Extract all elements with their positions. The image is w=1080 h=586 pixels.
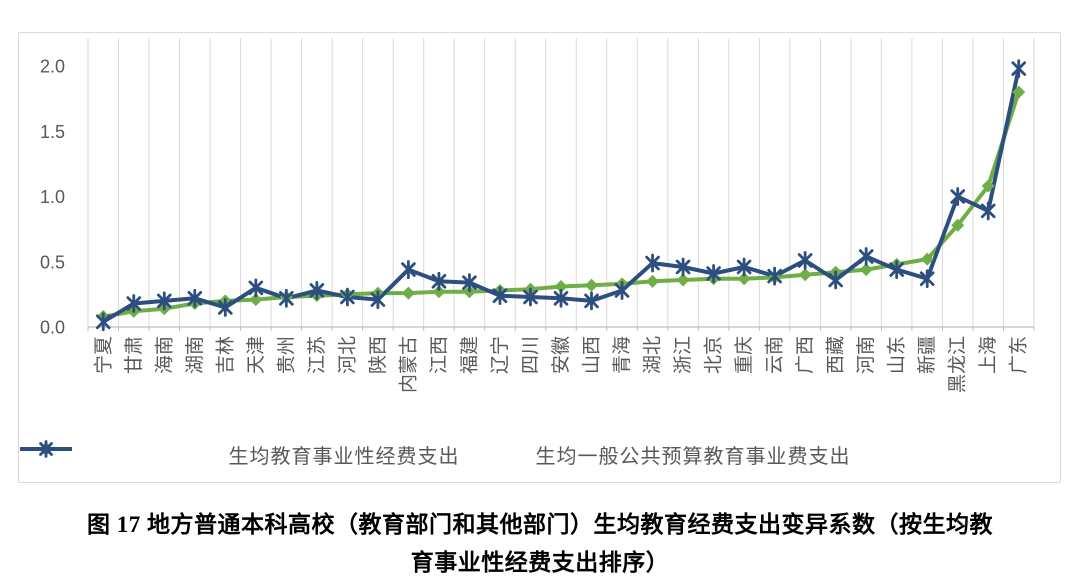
- x-category-label: 辽宁: [489, 336, 511, 374]
- x-category-label: 陕西: [367, 336, 389, 374]
- series-marker: [492, 288, 508, 304]
- y-tick-label: 1.5: [40, 122, 65, 142]
- x-category-label: 河南: [855, 336, 877, 374]
- series-marker: [340, 289, 355, 305]
- series-marker: [614, 283, 630, 298]
- series-marker: [858, 249, 874, 264]
- x-category-label: 黑龙江: [947, 336, 969, 393]
- x-category-label: 山东: [886, 336, 908, 374]
- series-marker: [279, 290, 294, 306]
- figure-caption: 图 17 地方普通本科高校（教育部门和其他部门）生均教育经费支出变异系数（按生均…: [0, 506, 1080, 582]
- series-marker: [462, 275, 477, 290]
- series-marker: [370, 292, 386, 307]
- x-category-label: 新疆: [916, 336, 938, 374]
- series-marker: [432, 285, 446, 299]
- chart-legend: 生均教育事业性经费支出 生均一般公共预算教育事业费支出: [19, 440, 1060, 469]
- series-marker: [859, 263, 873, 277]
- legend-label: 生均一般公共预算教育事业费支出: [535, 446, 851, 468]
- series-marker: [920, 252, 934, 266]
- series-marker: [951, 218, 965, 232]
- series-marker: [309, 283, 325, 298]
- series-marker: [980, 203, 996, 219]
- x-category-label: 青海: [611, 336, 633, 374]
- series-marker: [646, 274, 660, 288]
- figure-chart-box: 0.0 0.5 1.0 1.5 2.0 宁夏 甘肃 海南 湖南 吉林 天津 贵州 江苏 河北 陕西 内蒙古 江西…: [18, 32, 1061, 483]
- x-category-label: 海南: [153, 336, 175, 374]
- x-category-label: 四川: [520, 336, 541, 374]
- x-category-label: 山西: [581, 336, 603, 374]
- series-marker: [187, 290, 203, 306]
- figure-caption-line1: 图 17 地方普通本科高校（教育部门和其他部门）生均教育经费支出变异系数（按生均…: [87, 512, 993, 537]
- x-category-label: 甘肃: [123, 336, 145, 374]
- x-category-label: 贵州: [275, 336, 297, 374]
- series-marker: [1011, 61, 1027, 76]
- x-category-label: 云南: [764, 336, 786, 374]
- series-marker: [523, 289, 538, 305]
- series-marker: [584, 293, 599, 309]
- x-category-label: 湖北: [642, 336, 664, 374]
- series-marker: [645, 255, 660, 271]
- series-marker: [736, 259, 752, 275]
- series-marker: [706, 266, 721, 281]
- legend-item-green-series: 生均教育事业性经费支出: [20, 440, 460, 469]
- legend-label: 生均教育事业性经费支出: [228, 446, 460, 468]
- series-marker: [249, 293, 263, 307]
- series-marker: [585, 278, 599, 292]
- x-category-label: 宁夏: [92, 336, 114, 374]
- x-category-label: 福建: [458, 336, 480, 374]
- series-marker: [767, 268, 782, 284]
- figure-caption-line2: 育事业性经费支出排序）: [410, 550, 670, 575]
- x-category-label: 天津: [245, 336, 267, 374]
- x-category-label: 西藏: [825, 336, 847, 374]
- series-marker: [553, 290, 569, 306]
- x-category-label: 湖南: [184, 336, 206, 374]
- series-marker: [156, 293, 172, 309]
- series-marker: [554, 280, 568, 294]
- series-marker: [797, 253, 813, 268]
- series-marker: [401, 262, 416, 277]
- series-marker: [95, 314, 111, 330]
- x-category-label: 内蒙古: [397, 336, 419, 393]
- series-marker: [828, 272, 843, 288]
- y-tick-label: 0.0: [40, 318, 65, 338]
- x-category-label: 浙江: [672, 336, 694, 374]
- series-marker: [919, 271, 935, 287]
- series-marker: [675, 259, 691, 275]
- x-category-label: 北京: [703, 336, 725, 374]
- y-tick-label: 1.0: [40, 187, 65, 207]
- series-marker: [798, 268, 812, 282]
- series-marker: [676, 273, 690, 287]
- series-marker: [1012, 85, 1026, 99]
- y-tick-label: 0.5: [40, 252, 65, 272]
- x-category-label: 广东: [1008, 336, 1030, 374]
- series-marker: [401, 286, 415, 300]
- series-marker: [737, 272, 751, 286]
- x-category-label: 安徽: [550, 336, 572, 374]
- series-marker: [126, 296, 142, 311]
- x-category-label: 江西: [428, 336, 450, 374]
- series-marker: [950, 189, 966, 204]
- series-marker: [431, 274, 447, 289]
- x-category-label: 河北: [336, 336, 358, 374]
- legend-marker-asterisk-icon: [20, 440, 72, 458]
- line-chart: 0.0 0.5 1.0 1.5 2.0 宁夏 甘肃 海南 湖南 吉林 天津 贵州 江苏 河北 陕西 内蒙古 江西…: [40, 38, 1035, 393]
- x-category-label: 重庆: [733, 336, 755, 374]
- x-category-label: 上海: [977, 336, 999, 374]
- x-category-label: 吉林: [214, 336, 236, 374]
- series-marker: [981, 179, 995, 193]
- x-category-label: 江苏: [306, 336, 328, 374]
- series-marker: [218, 300, 233, 315]
- series-marker: [248, 280, 264, 296]
- asterisk-icon: [39, 442, 53, 456]
- series-marker: [889, 262, 904, 277]
- x-category-label: 广西: [794, 336, 816, 374]
- y-tick-label: 2.0: [40, 57, 65, 77]
- legend-item-blue-series: 生均一般公共预算教育事业费支出: [20, 440, 851, 469]
